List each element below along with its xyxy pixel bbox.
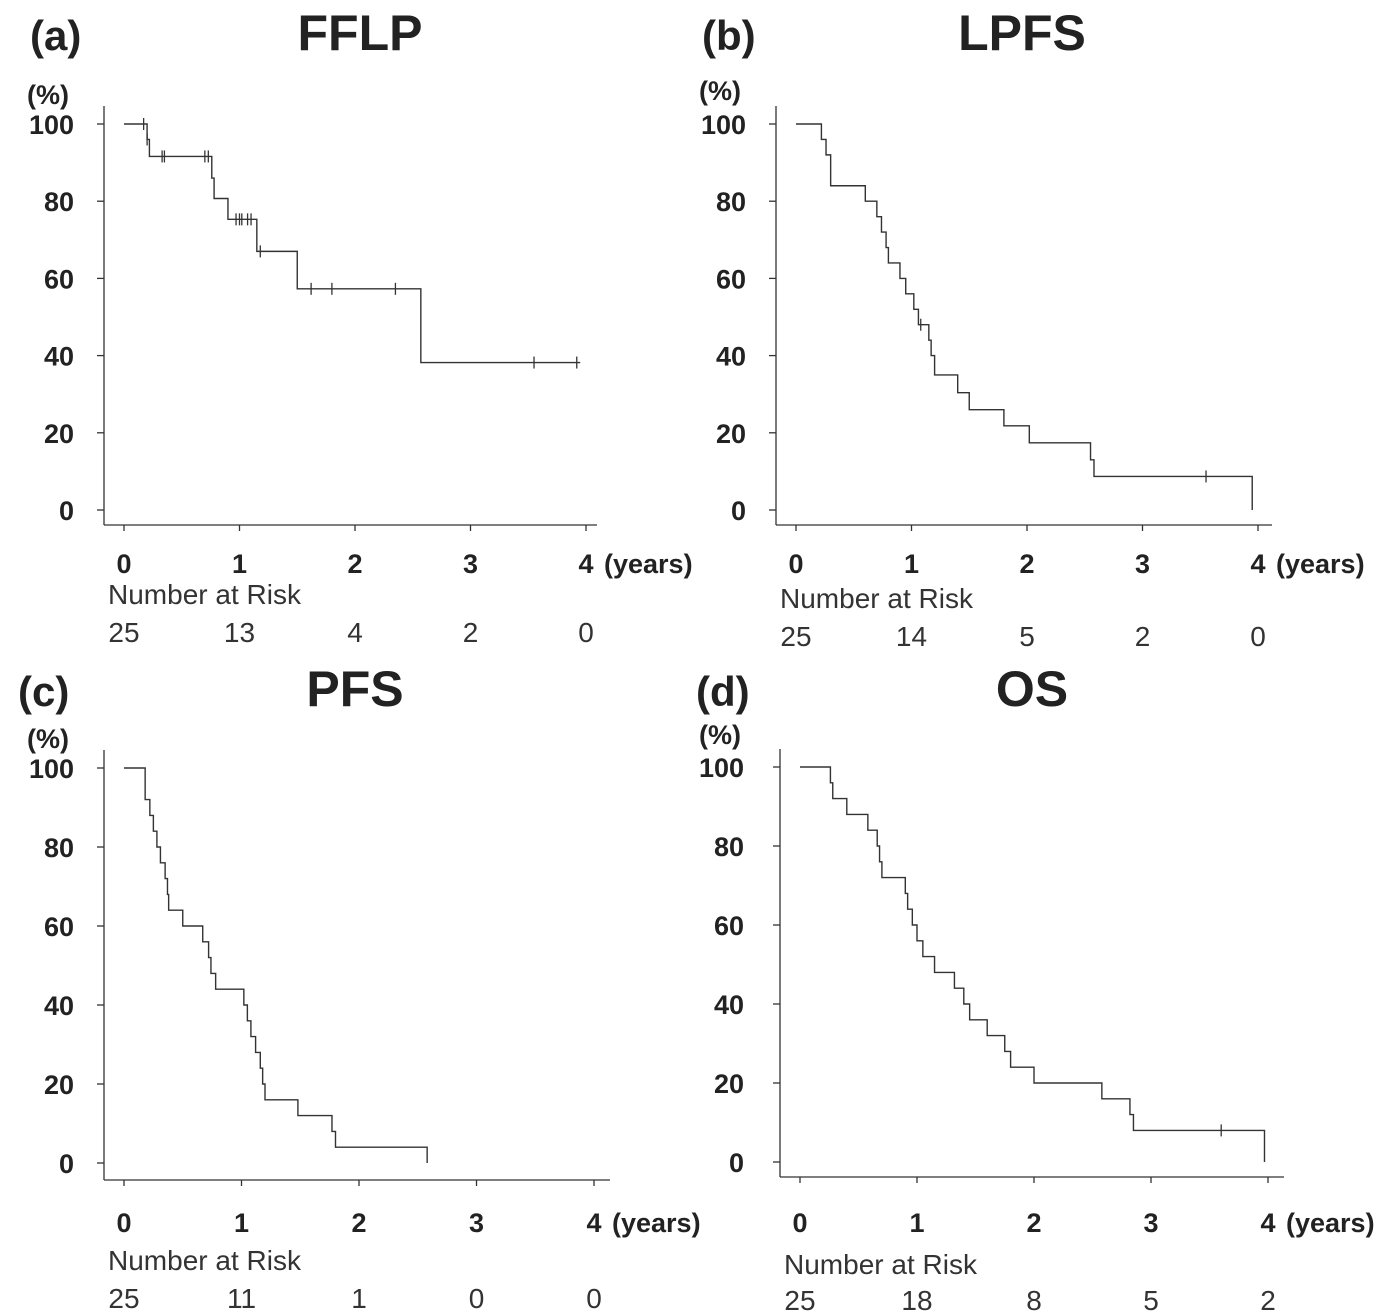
number-at-risk-value: 4 xyxy=(347,617,363,648)
x-tick-label: 4 xyxy=(1260,1208,1275,1238)
number-at-risk-value: 25 xyxy=(108,617,139,648)
y-tick-label: 80 xyxy=(714,832,744,862)
y-tick-label: 0 xyxy=(59,1149,74,1179)
number-at-risk-title: Number at Risk xyxy=(108,1245,302,1276)
y-axis-unit-label: (%) xyxy=(699,76,741,106)
panel-letter: (b) xyxy=(702,12,756,59)
x-tick-label: 2 xyxy=(347,549,362,579)
y-tick-label: 40 xyxy=(44,991,74,1021)
panel-letter: (d) xyxy=(696,668,750,715)
number-at-risk-value: 0 xyxy=(578,617,594,648)
number-at-risk-value: 25 xyxy=(780,621,811,652)
number-at-risk-value: 0 xyxy=(469,1283,485,1313)
y-axis-unit-label: (%) xyxy=(27,80,69,110)
y-tick-label: 100 xyxy=(29,754,74,784)
number-at-risk-value: 14 xyxy=(896,621,927,652)
number-at-risk-title: Number at Risk xyxy=(780,583,974,614)
km-survival-curve xyxy=(124,767,428,1163)
y-tick-label: 20 xyxy=(716,419,746,449)
number-at-risk-value: 25 xyxy=(784,1285,815,1313)
x-tick-label: 4 xyxy=(1250,549,1265,579)
number-at-risk-value: 2 xyxy=(463,617,479,648)
number-at-risk-value: 25 xyxy=(108,1283,139,1313)
number-at-risk-value: 0 xyxy=(1250,621,1266,652)
number-at-risk-title: Number at Risk xyxy=(108,579,302,610)
number-at-risk-value: 5 xyxy=(1019,621,1035,652)
chart-title: FFLP xyxy=(298,5,423,61)
chart-title: PFS xyxy=(306,661,403,717)
y-tick-label: 60 xyxy=(716,264,746,294)
x-tick-label: 0 xyxy=(116,1208,131,1238)
number-at-risk-value: 2 xyxy=(1135,621,1151,652)
number-at-risk-value: 13 xyxy=(224,617,255,648)
y-axis-unit-label: (%) xyxy=(699,720,741,750)
x-tick-label: 4 xyxy=(586,1208,601,1238)
x-tick-label: 0 xyxy=(792,1208,807,1238)
y-tick-label: 40 xyxy=(44,342,74,372)
chart-panel-4: (d) OS (%) 0 20 40 60 80 100 0 1 2 3 4 (years) Number a… xyxy=(696,661,1375,1313)
y-tick-label: 100 xyxy=(699,753,744,783)
y-tick-label: 60 xyxy=(714,911,744,941)
number-at-risk-value: 5 xyxy=(1143,1285,1159,1313)
x-tick-label: 3 xyxy=(463,549,478,579)
x-axis-unit-label: (years) xyxy=(1286,1208,1375,1238)
y-axis-unit-label: (%) xyxy=(27,724,69,754)
km-survival-curve xyxy=(800,766,1266,1162)
y-tick-label: 0 xyxy=(59,496,74,526)
y-tick-label: 0 xyxy=(729,1148,744,1178)
y-tick-label: 60 xyxy=(44,912,74,942)
x-axis-unit-label: (years) xyxy=(604,549,693,579)
y-tick-label: 100 xyxy=(29,110,74,140)
y-tick-label: 40 xyxy=(714,990,744,1020)
y-tick-label: 20 xyxy=(44,1070,74,1100)
y-tick-label: 80 xyxy=(44,833,74,863)
panel-letter: (a) xyxy=(30,12,81,59)
km-survival-curve xyxy=(124,123,581,364)
x-tick-label: 0 xyxy=(116,549,131,579)
panel-letter: (c) xyxy=(18,668,69,715)
number-at-risk-value: 8 xyxy=(1026,1285,1042,1313)
number-at-risk-value: 0 xyxy=(586,1283,602,1313)
y-tick-label: 20 xyxy=(714,1069,744,1099)
y-tick-label: 20 xyxy=(44,419,74,449)
x-tick-label: 2 xyxy=(351,1208,366,1238)
x-tick-label: 2 xyxy=(1026,1208,1041,1238)
number-at-risk-title: Number at Risk xyxy=(784,1249,978,1280)
number-at-risk-value: 11 xyxy=(227,1283,256,1313)
y-tick-label: 0 xyxy=(731,496,746,526)
number-at-risk-value: 18 xyxy=(901,1285,932,1313)
y-tick-label: 100 xyxy=(701,110,746,140)
y-tick-label: 60 xyxy=(44,264,74,294)
number-at-risk-value: 1 xyxy=(351,1283,367,1313)
km-survival-curve xyxy=(796,123,1253,510)
x-tick-label: 3 xyxy=(469,1208,484,1238)
x-tick-label: 2 xyxy=(1019,549,1034,579)
y-tick-label: 80 xyxy=(44,187,74,217)
chart-title: OS xyxy=(996,661,1068,717)
y-tick-label: 80 xyxy=(716,187,746,217)
x-tick-label: 1 xyxy=(904,549,919,579)
x-axis-unit-label: (years) xyxy=(1276,549,1365,579)
number-at-risk-value: 2 xyxy=(1260,1285,1276,1313)
y-tick-label: 40 xyxy=(716,342,746,372)
x-tick-label: 1 xyxy=(232,549,247,579)
x-tick-label: 4 xyxy=(578,549,593,579)
x-tick-label: 1 xyxy=(234,1208,249,1238)
x-tick-label: 1 xyxy=(909,1208,924,1238)
x-tick-label: 3 xyxy=(1143,1208,1158,1238)
chart-title: LPFS xyxy=(958,5,1086,61)
x-axis-unit-label: (years) xyxy=(612,1208,701,1238)
x-tick-label: 3 xyxy=(1135,549,1150,579)
x-tick-label: 0 xyxy=(788,549,803,579)
